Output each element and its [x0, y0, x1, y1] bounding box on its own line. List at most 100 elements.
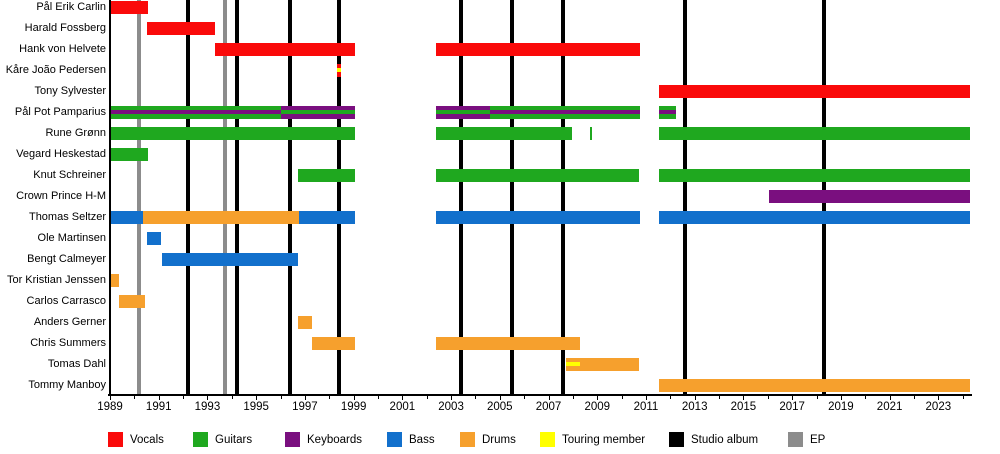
timeline-bar: [589, 126, 593, 140]
studio-album-line: [288, 0, 293, 395]
year-label: 2005: [487, 401, 513, 413]
album-legend-swatch: [669, 432, 684, 447]
member-label: Rune Grønn: [45, 127, 106, 139]
year-label: 2021: [876, 401, 903, 413]
member-label: Hank von Helvete: [19, 43, 106, 55]
timeline-bar: [490, 105, 640, 119]
legend-label: Keyboards: [307, 434, 362, 446]
keyboards-stripe: [110, 110, 281, 114]
bass-legend-swatch: [387, 432, 402, 447]
year-label: 2007: [535, 401, 562, 413]
year-tick-minor: [524, 395, 526, 399]
year-tick-major: [499, 395, 501, 400]
touring-stripe: [336, 68, 342, 72]
member-label: Carlos Carrasco: [26, 295, 106, 307]
year-label: 1991: [145, 401, 172, 413]
member-label: Pål Erik Carlin: [36, 1, 106, 13]
year-tick-minor: [767, 395, 769, 399]
member-label: Tomas Dahl: [47, 358, 106, 370]
year-tick-minor: [572, 395, 574, 399]
year-tick-major: [304, 395, 306, 400]
year-tick-minor: [183, 395, 185, 399]
year-tick-minor: [231, 395, 233, 399]
year-tick-minor: [329, 395, 331, 399]
member-label: Anders Gerner: [33, 316, 106, 328]
member-label: Chris Summers: [30, 337, 106, 349]
member-label: Knut Schreiner: [33, 169, 106, 181]
timeline-bar: [659, 105, 677, 119]
member-label: Kåre João Pedersen: [5, 64, 106, 76]
year-tick-major: [451, 395, 453, 400]
timeline-bar: [436, 105, 491, 119]
timeline-bar: [214, 42, 355, 56]
member-label: Pål Pot Pamparius: [14, 106, 106, 118]
timeline-bar: [336, 63, 342, 77]
year-tick-minor: [426, 395, 428, 399]
member-label: Harald Fossberg: [24, 22, 106, 34]
timeline-bar: [110, 273, 119, 287]
timeline-bar: [118, 294, 146, 308]
year-tick-minor: [816, 395, 818, 399]
year-label: 2001: [389, 401, 416, 413]
year-tick-minor: [475, 395, 477, 399]
ep-legend-swatch: [788, 432, 803, 447]
year-tick-minor: [913, 395, 915, 399]
year-tick-major: [597, 395, 599, 400]
year-label: 1989: [97, 401, 123, 413]
timeline-bar: [566, 357, 639, 371]
guitars-stripe: [436, 110, 491, 114]
timeline-bar: [436, 126, 572, 140]
year-label: 2015: [730, 401, 757, 413]
timeline-bar: [146, 21, 215, 35]
year-tick-minor: [962, 395, 964, 399]
timeline-bar: [110, 126, 355, 140]
legend-label: Bass: [409, 434, 435, 446]
ep-line: [222, 0, 227, 395]
year-tick-major: [158, 395, 160, 400]
x-axis-line: [108, 394, 972, 396]
year-tick-major: [694, 395, 696, 400]
keyboards-stripe: [490, 110, 640, 114]
timeline-bar: [110, 105, 281, 119]
guitars-stripe: [280, 110, 355, 114]
studio-album-line: [509, 0, 514, 395]
member-label: Ole Martinsen: [37, 232, 106, 244]
member-label: Crown Prince H-M: [16, 190, 106, 202]
legend-label: Vocals: [130, 434, 164, 446]
timeline-bar: [110, 0, 148, 14]
year-tick-minor: [134, 395, 136, 399]
year-tick-major: [110, 395, 111, 400]
year-label: 2003: [438, 401, 464, 413]
timeline-bar: [146, 231, 162, 245]
member-label: Tony Sylvester: [34, 85, 106, 97]
studio-album-line: [234, 0, 239, 395]
timeline-bar: [659, 210, 970, 224]
timeline-bar: [110, 147, 148, 161]
member-label: Thomas Seltzer: [28, 211, 106, 223]
year-tick-major: [353, 395, 355, 400]
drums-legend-swatch: [460, 432, 475, 447]
timeline-bar: [142, 210, 299, 224]
year-label: 1997: [292, 401, 318, 413]
timeline-bar: [659, 378, 970, 392]
keyboards-legend-swatch: [285, 432, 300, 447]
timeline-bar: [312, 336, 355, 350]
timeline-bar: [436, 210, 640, 224]
year-tick-major: [402, 395, 404, 400]
y-axis-line: [109, 0, 111, 396]
timeline-bar: [436, 42, 640, 56]
timeline-bar: [298, 210, 355, 224]
year-tick-major: [256, 395, 258, 400]
timeline-bar: [297, 168, 355, 182]
legend-label: Touring member: [562, 434, 646, 446]
vocals-legend-swatch: [108, 432, 123, 447]
studio-album-line: [682, 0, 687, 395]
studio-album-line: [337, 0, 341, 395]
year-tick-major: [743, 395, 745, 400]
timeline-bar: [659, 168, 970, 182]
year-label: 1993: [194, 401, 221, 413]
year-label: 1999: [340, 401, 367, 413]
studio-album-line: [561, 0, 566, 395]
timeline-bar: [436, 168, 639, 182]
touring-legend-swatch: [540, 432, 555, 447]
